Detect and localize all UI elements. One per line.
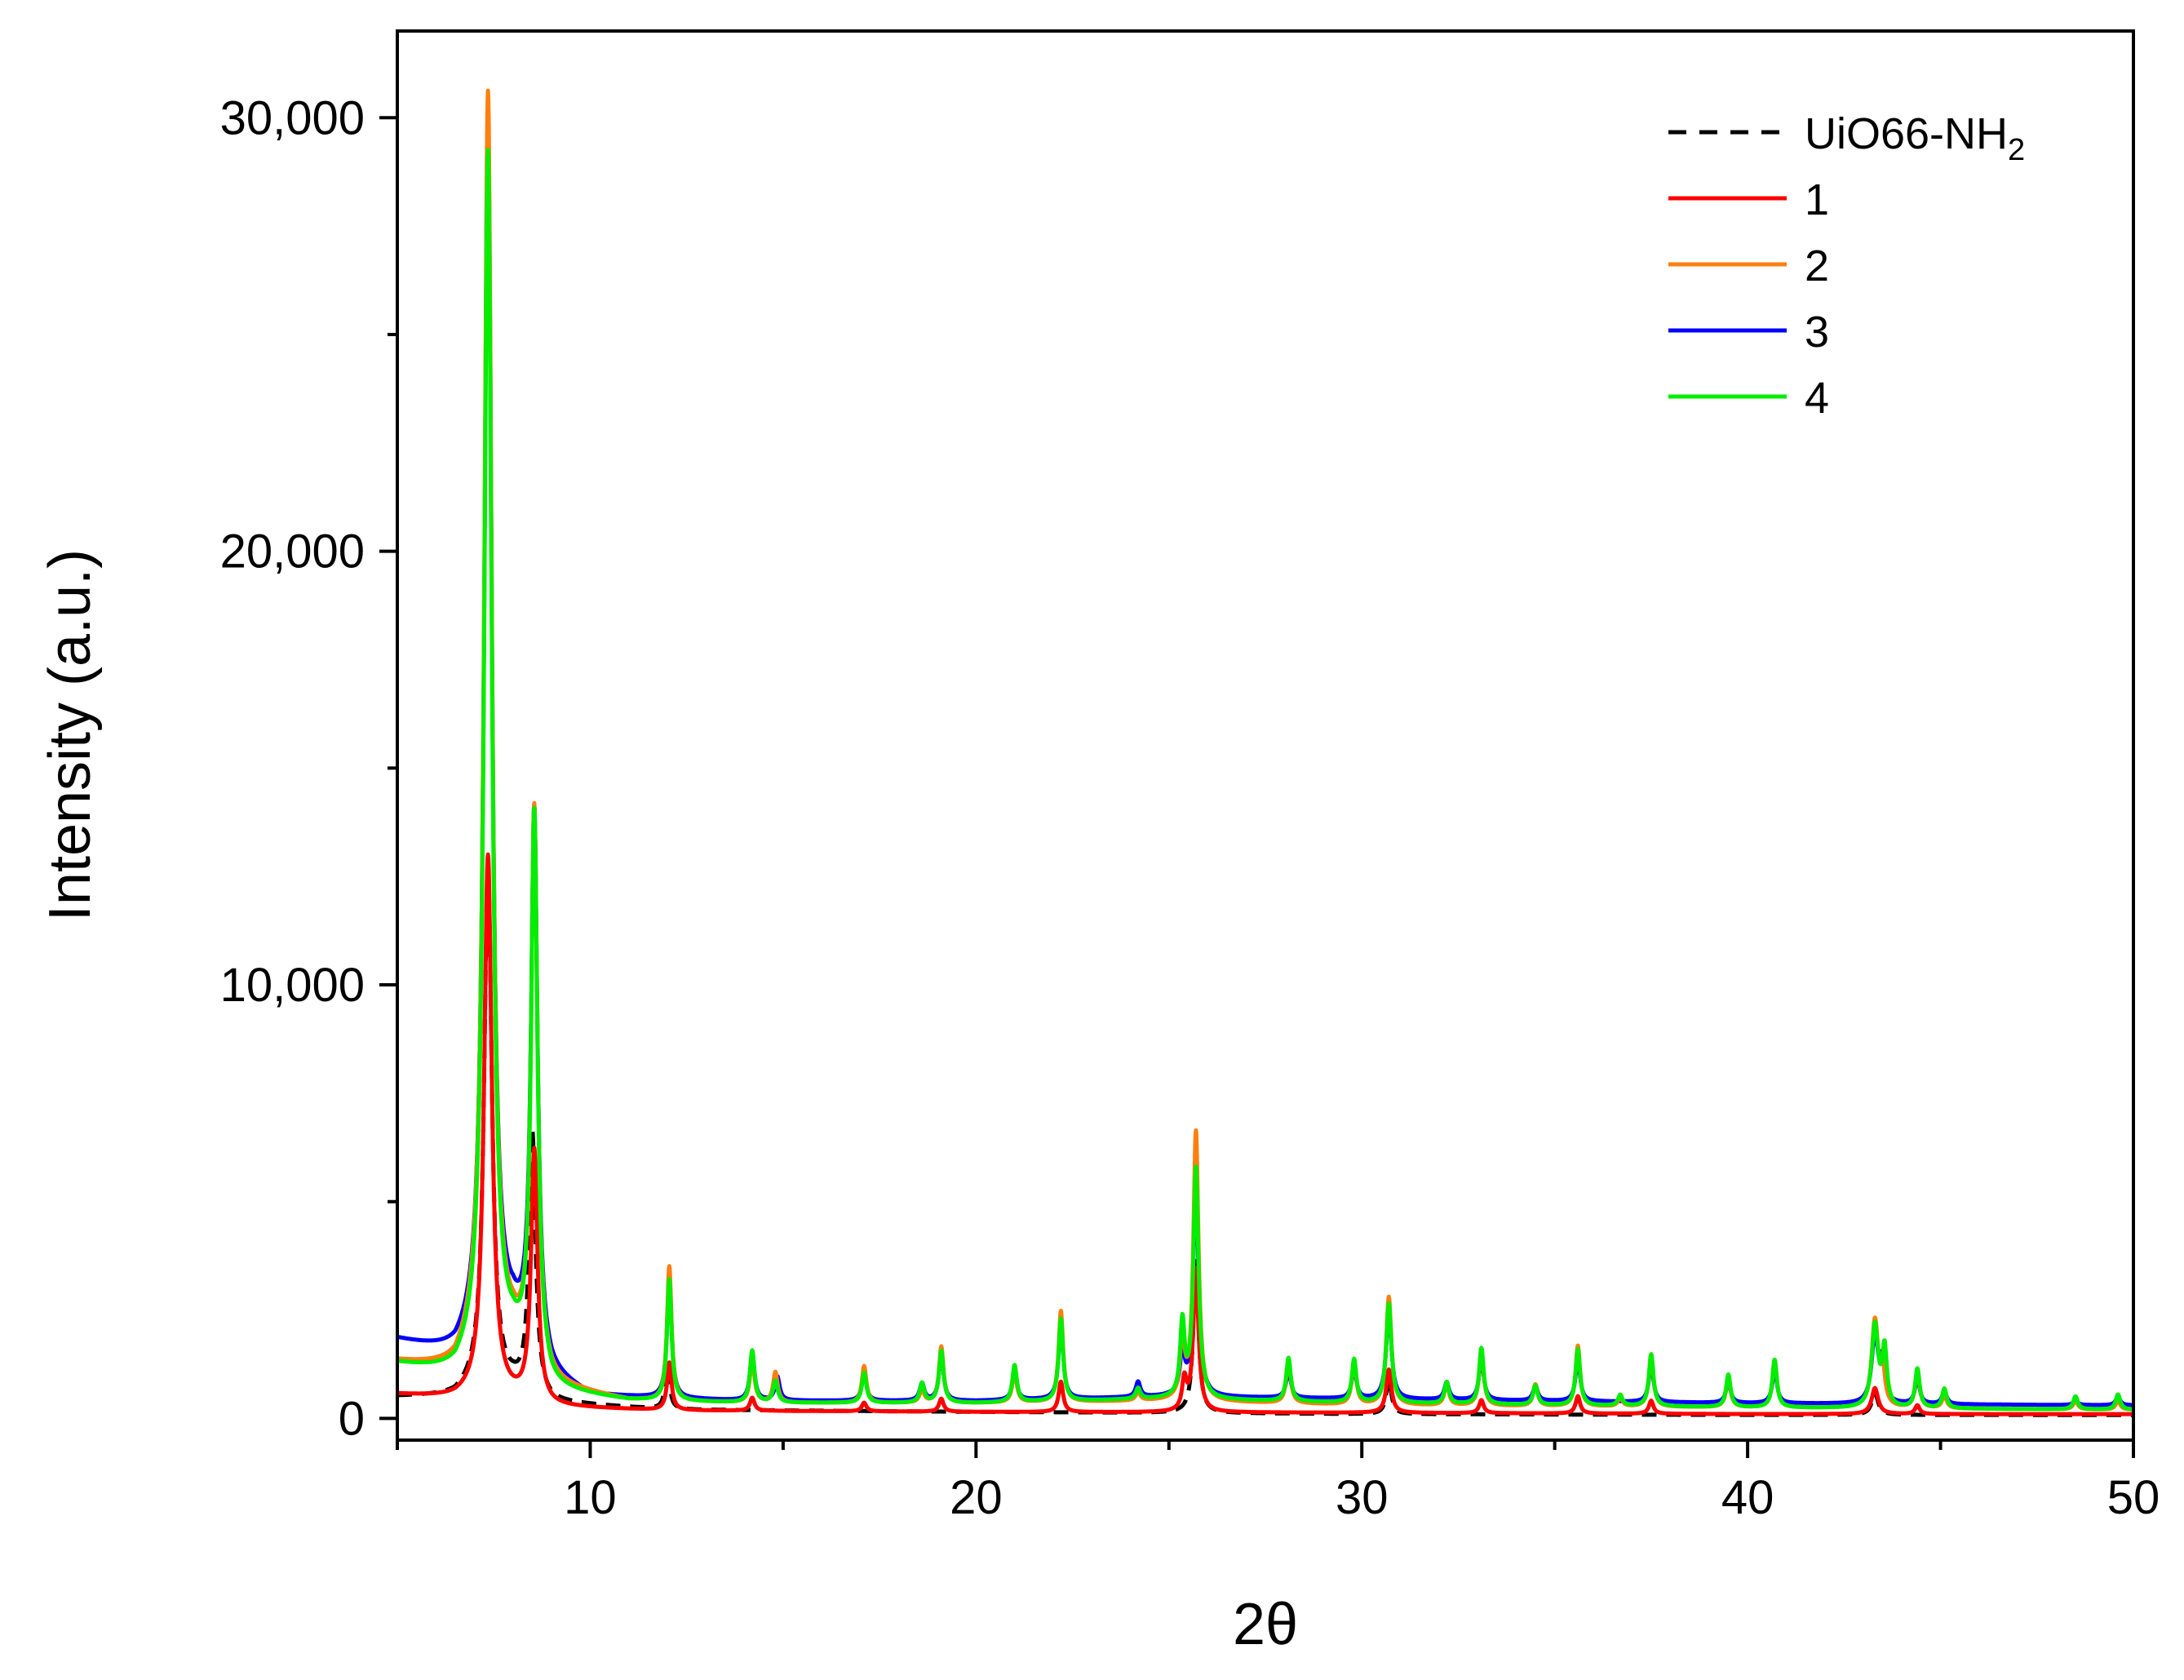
legend-label: 3 bbox=[1805, 308, 1829, 357]
series-line-3 bbox=[397, 120, 2133, 1407]
plot-frame bbox=[396, 29, 2135, 1442]
series-line-4 bbox=[397, 148, 2133, 1412]
legend: UiO66-NH2 1 2 3 4 bbox=[1668, 109, 2025, 423]
y-axis-title: Intensity (a.u.) bbox=[38, 549, 103, 921]
x-tick-label: 40 bbox=[1721, 1471, 1774, 1524]
y-tick-label: 30,000 bbox=[220, 91, 365, 144]
y-tick-label: 10,000 bbox=[220, 959, 365, 1012]
x-tick-label: 20 bbox=[950, 1471, 1003, 1524]
x-tick-label: 50 bbox=[2107, 1471, 2160, 1524]
legend-label: UiO66-NH2 bbox=[1805, 109, 2025, 167]
legend-label: 1 bbox=[1805, 175, 1829, 224]
x-axis-title: 2θ bbox=[1233, 1592, 1298, 1657]
x-tick-label: 10 bbox=[564, 1471, 617, 1524]
series-line-2 bbox=[397, 88, 2133, 1412]
x-axis: 10 20 30 40 50 bbox=[396, 1440, 2160, 1524]
x-tick-label: 30 bbox=[1336, 1471, 1389, 1524]
series-layer bbox=[397, 88, 2133, 1417]
y-tick-label: 0 bbox=[339, 1392, 365, 1445]
legend-label: 2 bbox=[1805, 242, 1829, 290]
y-axis: 0 10,000 20,000 30,000 bbox=[220, 91, 397, 1445]
series-line-1 bbox=[397, 852, 2133, 1416]
legend-label: 4 bbox=[1805, 374, 1829, 423]
y-tick-label: 20,000 bbox=[220, 525, 365, 578]
